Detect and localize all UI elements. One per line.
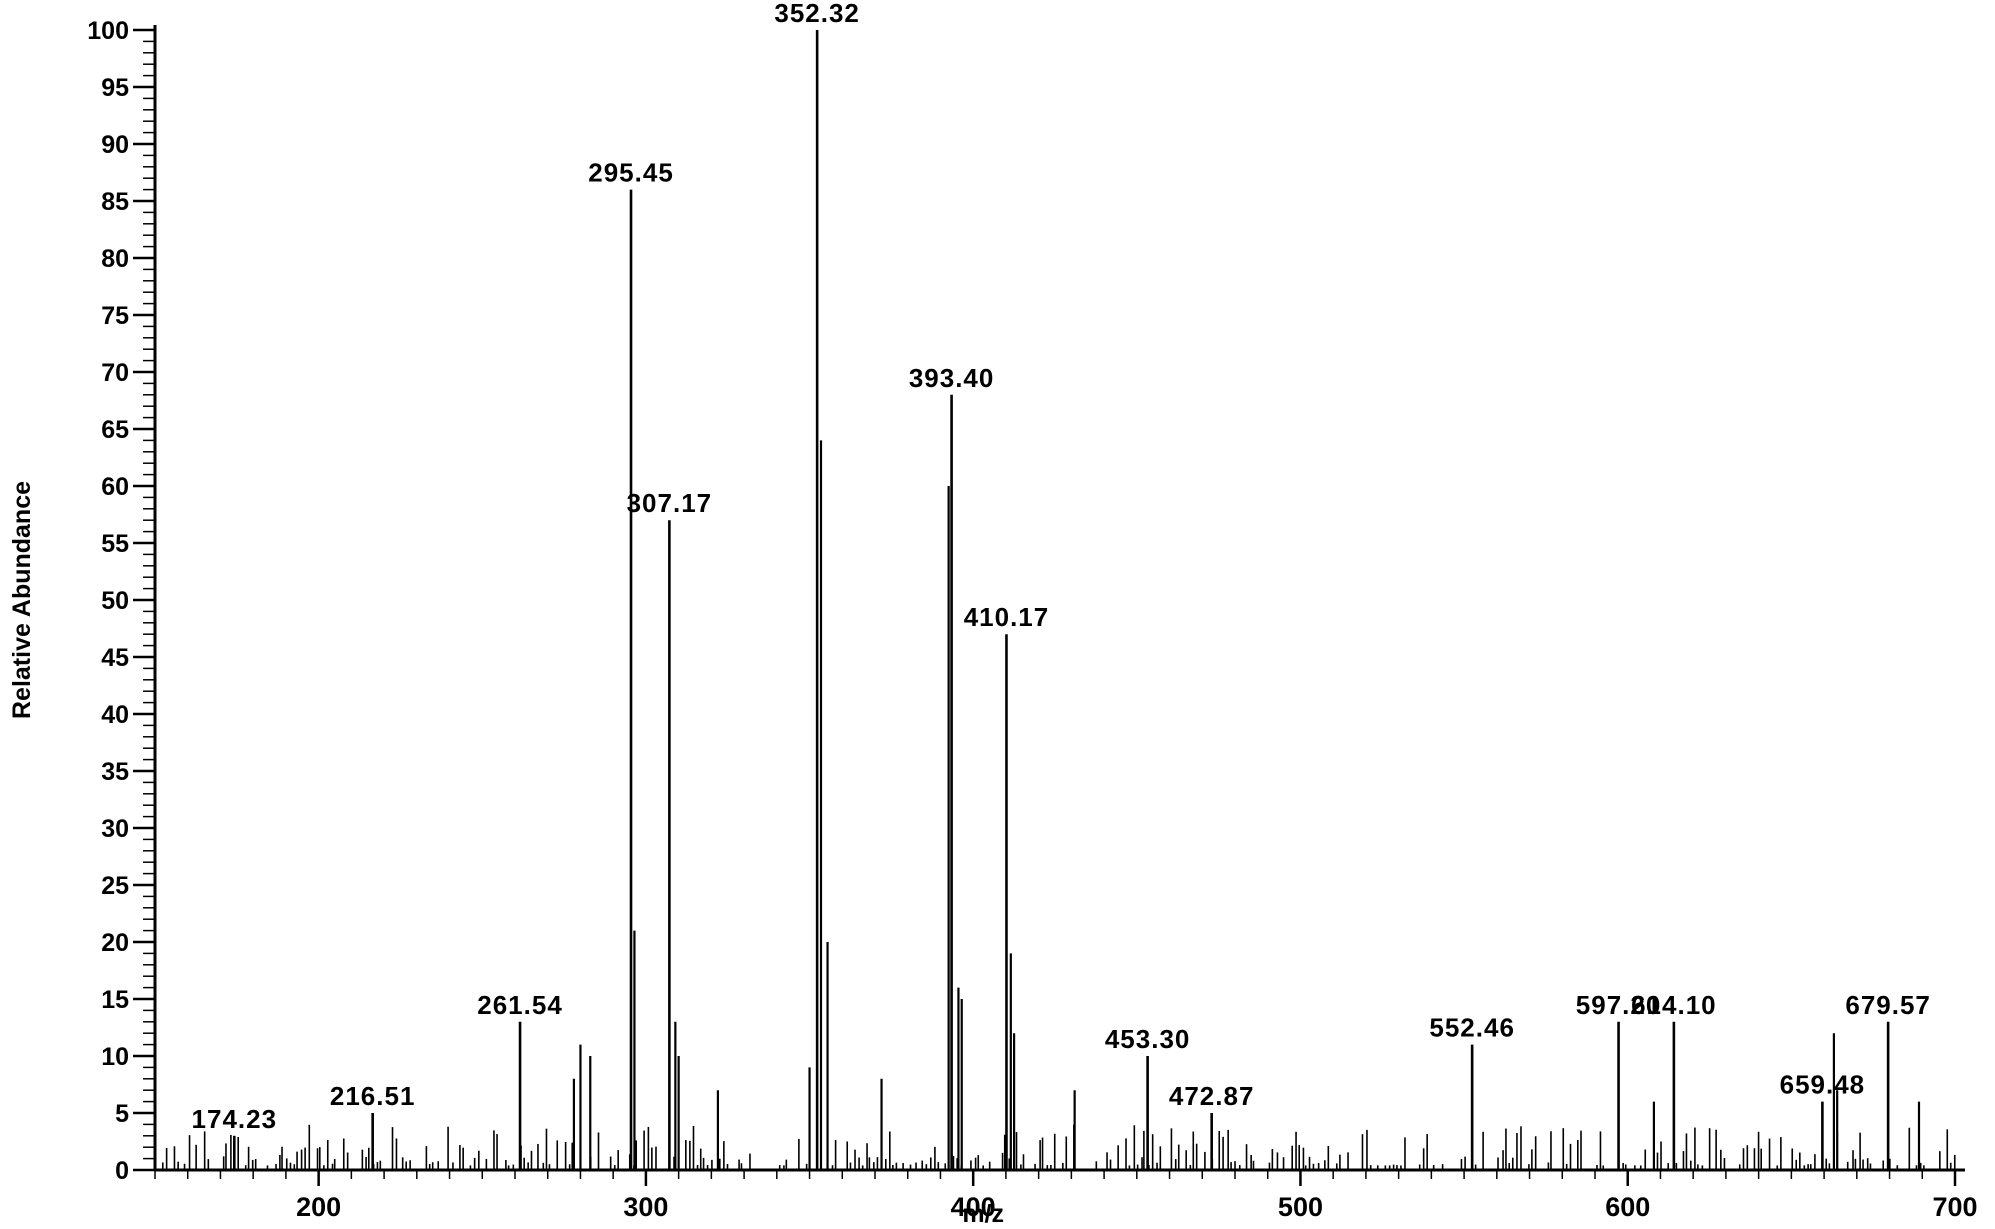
y-tick-label: 55 (101, 530, 129, 558)
y-tick-label: 50 (101, 587, 129, 615)
x-tick-label: 600 (1605, 1192, 1650, 1222)
peak-label: 393.40 (909, 363, 995, 393)
y-tick-label: 70 (101, 359, 129, 387)
x-tick-label: 400 (951, 1192, 996, 1222)
peak-label: 261.54 (477, 990, 563, 1020)
y-tick-label: 65 (101, 416, 129, 444)
y-tick-label: 5 (115, 1100, 129, 1128)
peak-label: 614.10 (1631, 990, 1717, 1020)
y-tick-label: 0 (115, 1157, 129, 1185)
x-tick-label: 500 (1278, 1192, 1323, 1222)
x-ticks: 200 300 400 500 600 700 (154, 1170, 1978, 1222)
peak-label: 597.20 (1576, 990, 1662, 1020)
peak-label: 679.57 (1845, 990, 1931, 1020)
spectrum-peaks (232, 30, 1921, 1170)
noise-peaks (161, 1124, 1956, 1170)
y-tick-label: 100 (87, 17, 129, 45)
y-ticks: 0 5 10 15 20 25 30 35 40 45 50 55 60 65 70 75 80 85 90 95 10… (87, 17, 155, 1185)
peak-label: 352.32 (774, 0, 860, 28)
peak-label: 307.17 (627, 488, 713, 518)
y-axis-title: Relative Abundance (8, 481, 36, 719)
y-tick-label: 75 (101, 302, 129, 330)
peak-label: 659.48 (1780, 1070, 1866, 1100)
axes (153, 25, 1965, 1172)
x-tick-label: 700 (1932, 1192, 1977, 1222)
y-tick-label: 60 (101, 473, 129, 501)
peak-label: 453.30 (1105, 1024, 1191, 1054)
y-tick-label: 15 (101, 986, 129, 1014)
peak-labels: 174.23 216.51 261.54 295.45 307.17 352.32 393.… (192, 0, 1931, 1134)
y-tick-label: 30 (101, 815, 129, 843)
y-tick-label: 20 (101, 929, 129, 957)
y-tick-label: 80 (101, 245, 129, 273)
y-tick-label: 95 (101, 74, 129, 102)
peak-label: 174.23 (192, 1104, 278, 1134)
peak-label: 295.45 (588, 158, 674, 188)
peak-label: 472.87 (1169, 1081, 1255, 1111)
y-tick-label: 45 (101, 644, 129, 672)
y-tick-label: 85 (101, 188, 129, 216)
x-axis-title: m/z (962, 1200, 1004, 1228)
x-tick-label: 300 (623, 1192, 668, 1222)
y-tick-label: 40 (101, 701, 129, 729)
y-tick-label: 35 (101, 758, 129, 786)
y-tick-label: 90 (101, 131, 129, 159)
y-tick-label: 10 (101, 1043, 129, 1071)
peak-label: 552.46 (1429, 1013, 1515, 1043)
peak-label: 410.17 (964, 602, 1050, 632)
peak-label: 216.51 (330, 1081, 416, 1111)
x-tick-label: 200 (296, 1192, 341, 1222)
y-tick-label: 25 (101, 872, 129, 900)
